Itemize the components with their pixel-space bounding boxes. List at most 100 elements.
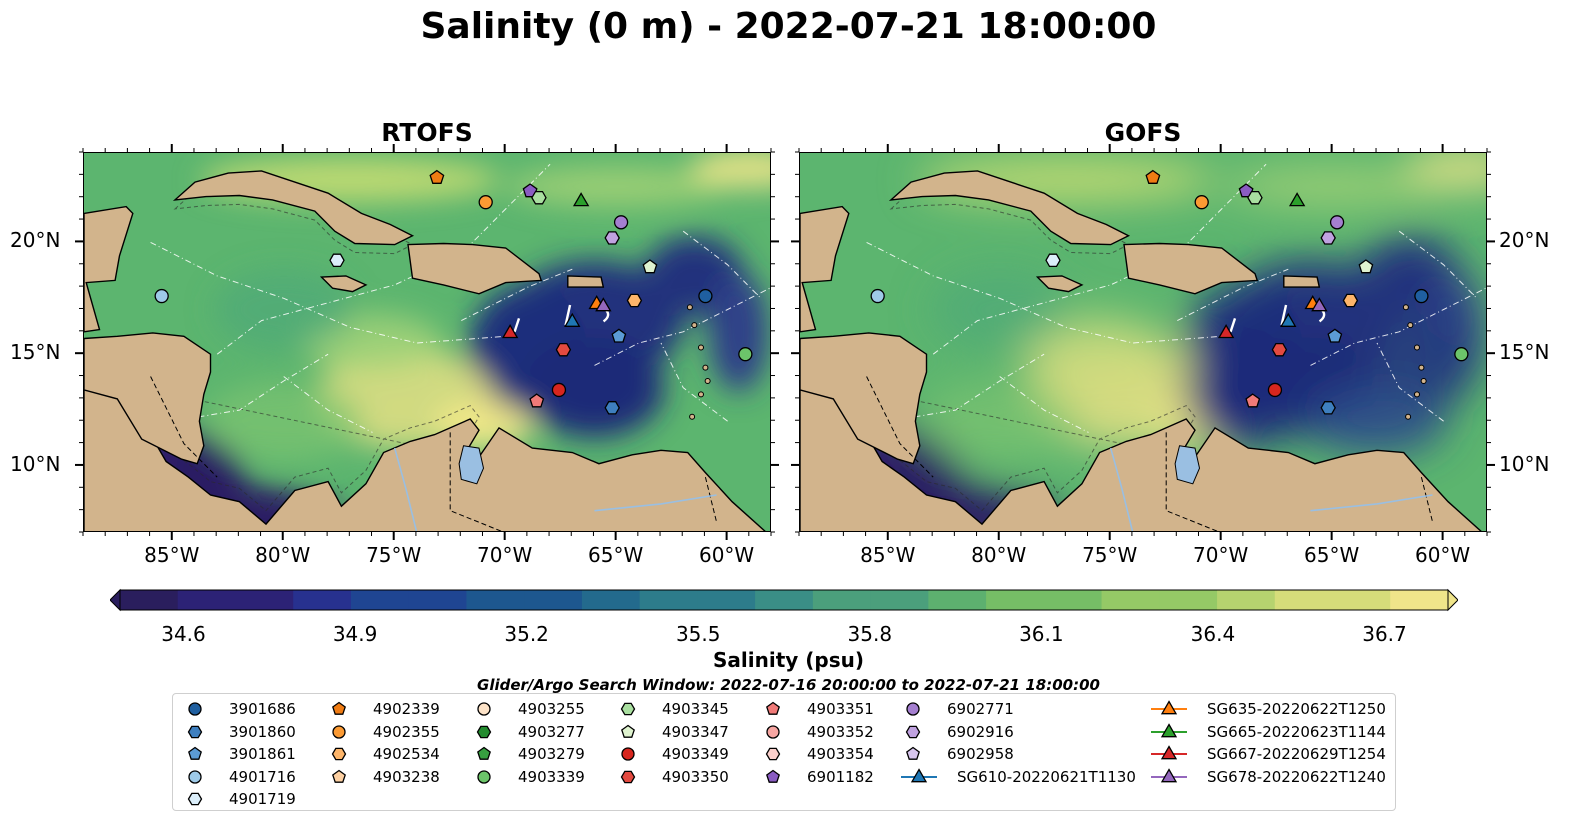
colorbar-segment xyxy=(120,590,179,610)
lat-tick-label-left: 10°N xyxy=(10,451,61,476)
gofs-marker-4903350 xyxy=(1271,342,1288,357)
colorbar-extend-max xyxy=(1447,588,1458,612)
legend-label: SG635-20220622T1250 xyxy=(1207,700,1386,718)
legend-marker-4903351 xyxy=(766,701,780,715)
legend-marker-6902916 xyxy=(905,725,921,738)
legend-marker-4901719 xyxy=(187,792,203,806)
legend-marker-4903255 xyxy=(477,702,491,716)
gofs-marker-4903351 xyxy=(1245,393,1261,408)
legend-marker-4902534 xyxy=(331,747,347,761)
colorbar-tick-label: 35.5 xyxy=(675,622,721,646)
gofs-marker-4901719 xyxy=(1045,253,1061,268)
legend-marker-4903238 xyxy=(332,769,346,783)
legend-marker-4903352 xyxy=(766,724,780,739)
lon-tick-label: 70°W xyxy=(1193,543,1249,567)
legend-label: 6901182 xyxy=(807,767,874,786)
rtofs-marker-6902771 xyxy=(613,215,629,230)
colorbar-segment xyxy=(524,590,583,610)
legend-label: SG610-20220621T1130 xyxy=(957,767,1136,786)
rtofs-marker-SG678-20220622T1240 xyxy=(595,297,612,312)
colorbar-segment xyxy=(697,590,756,610)
legend-label: 4903279 xyxy=(518,745,585,763)
colorbar-extend-min xyxy=(110,588,121,612)
lon-tick-label: 75°W xyxy=(366,543,422,567)
legend-label: 6902916 xyxy=(947,722,1014,741)
colorbar-segment xyxy=(1390,590,1449,610)
lat-tick-label-right: 10°N xyxy=(1499,451,1550,476)
colorbar-tick-label: 35.8 xyxy=(847,622,893,646)
colorbar-segment xyxy=(812,590,872,610)
lat-tick-label-right: 15°N xyxy=(1499,340,1550,365)
lon-tick-label: 85°W xyxy=(860,543,916,567)
gofs-marker-6902771 xyxy=(1329,215,1345,230)
gofs-marker-4903339 xyxy=(1454,347,1469,362)
colorbar-segment xyxy=(1274,590,1334,610)
gofs-marker-4903347 xyxy=(1358,259,1374,274)
rtofs-marker-4903349 xyxy=(551,382,567,398)
legend-marker-3901860 xyxy=(187,725,203,738)
colorbar-tick-label: 34.6 xyxy=(161,622,206,646)
colorbar-segment xyxy=(1101,590,1160,610)
colorbar-tick-label: 36.7 xyxy=(1362,622,1407,646)
colorbar xyxy=(110,588,1458,612)
legend-label: 3901686 xyxy=(229,700,296,718)
gofs-marker-6901182 xyxy=(1238,183,1254,198)
legend-label: 4903277 xyxy=(518,722,585,741)
lat-tick-label-right: 20°N xyxy=(1499,228,1550,253)
colorbar-tick-label: 36.4 xyxy=(1190,622,1236,646)
colorbar-segment xyxy=(1043,590,1103,610)
search-window-text: Glider/Argo Search Window: 2022-07-16 20… xyxy=(477,676,1100,694)
rtofs-marker-SG610-20220621T1130 xyxy=(564,312,581,327)
legend-label: 4903349 xyxy=(662,745,729,763)
gofs-marker-4901716 xyxy=(870,288,885,304)
rtofs-marker-3901686 xyxy=(698,288,713,304)
legend-label: 3901860 xyxy=(229,722,296,741)
legend-label: 4903347 xyxy=(662,722,729,741)
legend-marker-4902339 xyxy=(332,701,346,715)
rtofs-marker-SG665-20220623T1144 xyxy=(572,192,590,207)
colorbar-segment xyxy=(870,590,929,610)
gofs-marker-SG610-20220621T1130 xyxy=(1280,312,1297,327)
legend-label: SG665-20220623T1144 xyxy=(1207,722,1386,741)
gofs-marker-SG665-20220623T1144 xyxy=(1288,192,1306,207)
legend-marker-SG665-20220623T1144 xyxy=(1160,722,1178,737)
colorbar-segment xyxy=(466,590,525,610)
legend-label: 4902355 xyxy=(373,722,440,741)
legend-label: 6902958 xyxy=(947,745,1014,763)
rtofs-marker-4903347 xyxy=(642,259,658,274)
rtofs-marker-4902534 xyxy=(626,293,643,308)
figure-title: Salinity (0 m) - 2022-07-21 18:00:00 xyxy=(420,6,1157,47)
rtofs-marker-4901716 xyxy=(154,288,169,304)
colorbar-tick-label: 36.1 xyxy=(1019,622,1064,646)
map-panel-gofs xyxy=(799,152,1487,532)
colorbar-segment xyxy=(755,590,814,610)
legend-marker-SG667-20220629T1254 xyxy=(1160,745,1178,760)
lon-tick-label: 80°W xyxy=(971,543,1027,567)
colorbar-segment xyxy=(1217,590,1276,610)
colorbar-segment xyxy=(1332,590,1391,610)
colorbar-tick-label: 34.9 xyxy=(332,622,378,646)
rtofs-marker-4902355 xyxy=(478,195,493,210)
gofs-marker-SG678-20220622T1240 xyxy=(1311,297,1328,312)
legend-label: 4903354 xyxy=(807,745,874,763)
rtofs-marker-3901861 xyxy=(611,328,627,343)
rtofs-marker-4901719 xyxy=(329,253,345,268)
legend-marker-4903350 xyxy=(620,770,636,783)
gofs-marker-6902916 xyxy=(1320,231,1336,245)
legend-marker-SG635-20220622T1250 xyxy=(1160,700,1178,715)
legend-label: 4903345 xyxy=(662,700,729,718)
gofs-marker-4902534 xyxy=(1342,293,1359,308)
gofs-map-svg xyxy=(800,153,1486,531)
legend-marker-4903277 xyxy=(476,725,492,738)
rtofs-marker-4902339 xyxy=(429,169,445,184)
legend-marker-4903349 xyxy=(621,747,635,761)
gofs-marker-SG667-20220629T1254 xyxy=(1217,324,1235,339)
legend-label: 4902339 xyxy=(373,700,440,718)
colorbar-segment xyxy=(1159,590,1218,610)
legend-marker-6902958 xyxy=(906,746,920,760)
colorbar-label: Salinity (psu) xyxy=(712,648,864,672)
lon-tick-label: 70°W xyxy=(477,543,533,567)
legend-marker-3901861 xyxy=(188,746,202,760)
panel-title-gofs: GOFS xyxy=(1104,118,1182,147)
legend-label: 4903352 xyxy=(807,722,874,741)
